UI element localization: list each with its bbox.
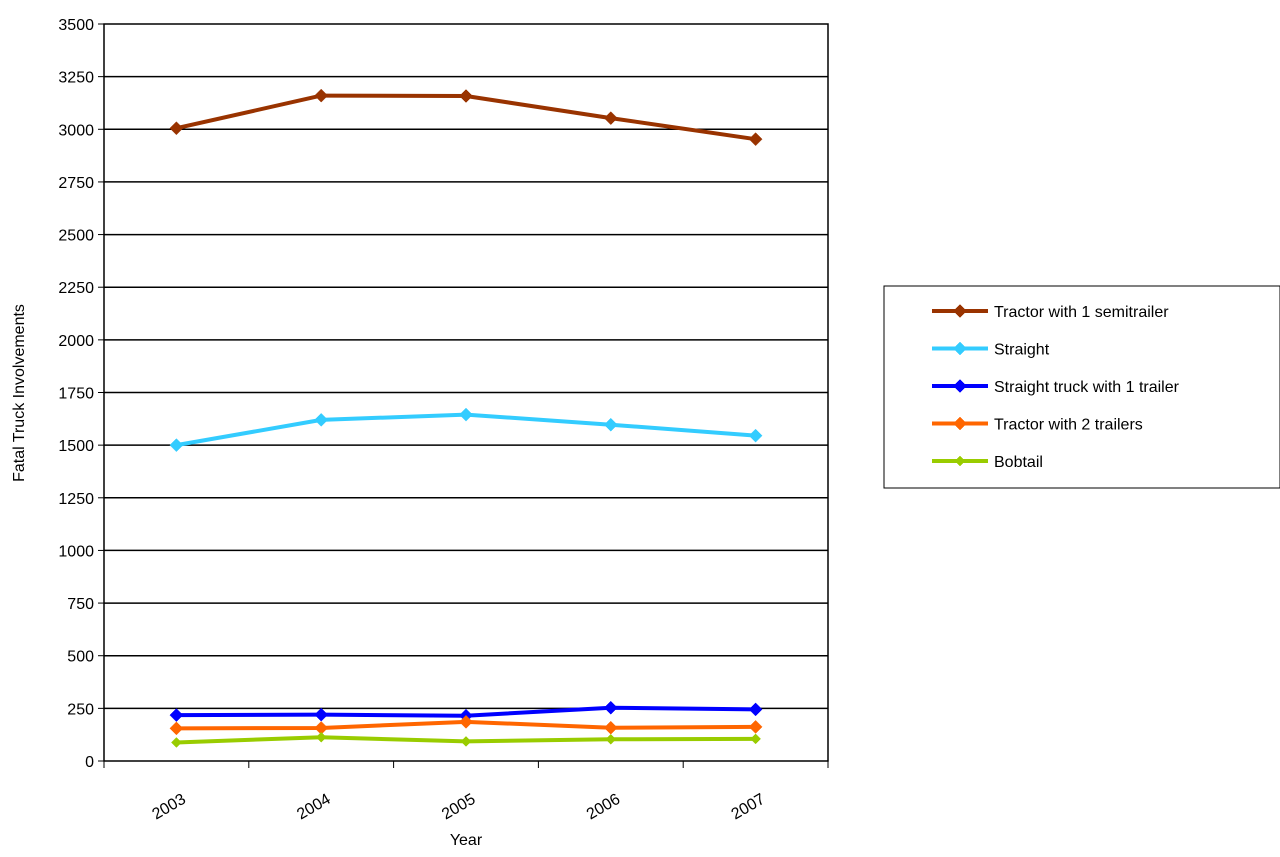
legend-item-label: Straight <box>994 342 1050 359</box>
legend-item-label: Tractor with 2 trailers <box>994 417 1143 434</box>
legend-item-label: Bobtail <box>994 454 1043 471</box>
legend: Tractor with 1 semitrailer Straight Straig… <box>883 285 1280 489</box>
series-group <box>169 88 763 748</box>
y-axis-ticks: 0 250 500 750 1000 1250 1500 1750 2000 2250 2500 27… <box>58 17 104 771</box>
data-point <box>171 737 182 748</box>
y-tick-label: 1500 <box>58 438 94 455</box>
legend-swatch-marker <box>953 341 967 356</box>
data-point <box>169 438 184 452</box>
data-point <box>748 720 763 734</box>
data-point <box>605 733 617 745</box>
series-1 <box>169 88 763 147</box>
series-5 <box>171 731 761 748</box>
legend-item-label: Straight truck with 1 trailer <box>994 379 1180 396</box>
data-point <box>748 132 763 147</box>
y-tick-label: 750 <box>67 596 94 613</box>
y-tick-label: 1750 <box>58 386 94 403</box>
legend-swatch-marker <box>953 416 967 431</box>
y-tick-label: 2000 <box>58 333 94 350</box>
x-axis-title: Year <box>450 832 483 849</box>
data-point <box>603 700 618 715</box>
data-point <box>748 428 763 443</box>
legend-item-label: Tractor with 1 semitrailer <box>994 304 1169 321</box>
data-point <box>169 721 184 736</box>
data-point <box>314 413 329 427</box>
data-point <box>748 702 763 717</box>
y-tick-label: 500 <box>67 649 94 666</box>
data-point <box>603 417 618 432</box>
y-tick-label: 3000 <box>58 122 94 139</box>
data-point <box>459 714 473 729</box>
y-tick-label: 1000 <box>58 543 94 560</box>
y-tick-label: 3250 <box>58 70 94 87</box>
data-point <box>460 736 472 747</box>
data-point <box>459 407 473 422</box>
series-4 <box>169 714 763 736</box>
data-point <box>750 733 761 745</box>
y-tick-label: 2500 <box>58 228 94 245</box>
data-point <box>603 111 618 125</box>
series-2 <box>169 407 763 452</box>
data-point <box>459 89 473 103</box>
gridlines <box>104 75 828 710</box>
y-tick-label: 3500 <box>58 17 94 34</box>
legend-swatch-marker <box>953 304 967 318</box>
y-tick-label: 2250 <box>58 280 94 297</box>
y-tick-label: 2750 <box>58 175 94 192</box>
y-tick-label: 1250 <box>58 491 94 508</box>
data-point <box>315 731 327 743</box>
legend-swatch-marker <box>954 455 966 467</box>
legend-swatch-marker <box>953 379 967 393</box>
y-tick-label: 250 <box>67 701 94 718</box>
data-point <box>314 88 329 103</box>
y-tick-label: 0 <box>85 754 94 771</box>
y-axis-title: Fatal Truck Involvements <box>11 304 28 482</box>
data-point <box>169 121 184 136</box>
